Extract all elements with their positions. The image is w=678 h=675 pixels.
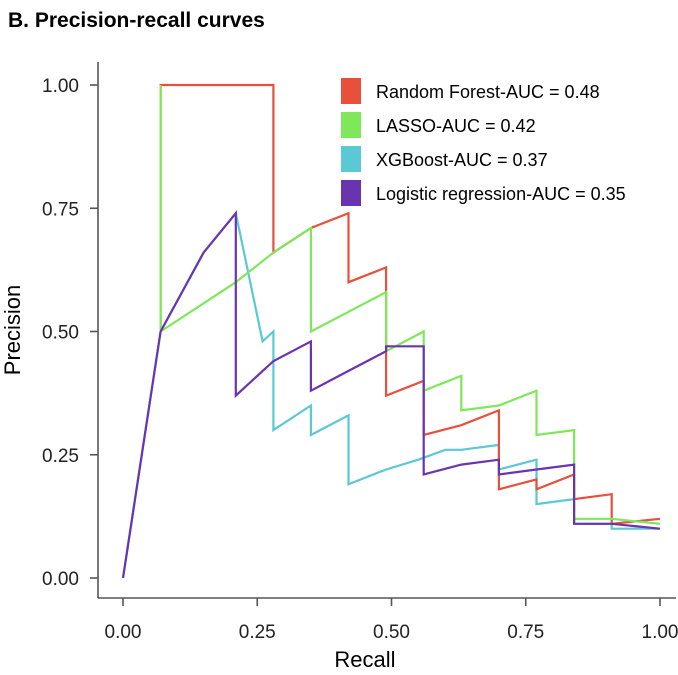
legend-swatch [341, 146, 361, 172]
legend-swatch [341, 112, 361, 138]
y-axis-label: Precision [0, 285, 25, 375]
legend-label: LASSO-AUC = 0.42 [376, 116, 536, 136]
legend-label: XGBoost-AUC = 0.37 [376, 150, 548, 170]
chart-title: B. Precision-recall curves [8, 9, 265, 32]
x-tick-label: 0.50 [373, 622, 410, 643]
x-axis-label: Recall [334, 647, 395, 672]
legend: Random Forest-AUC = 0.48 LASSO-AUC = 0.42… [341, 78, 626, 206]
y-tick-label: 0.50 [42, 323, 79, 344]
series-line-2 [159, 85, 661, 525]
x-tick-label: 0.75 [507, 622, 544, 643]
legend-swatch [341, 78, 361, 104]
axes: 0.00 0.25 0.50 0.75 1.00 0.00 0.25 0.50 0.75 1.00 [42, 62, 678, 643]
legend-label: Logistic regression-AUC = 0.35 [376, 184, 626, 204]
x-tick-label: 0.00 [105, 622, 142, 643]
y-tick-label: 0.25 [42, 446, 79, 467]
x-tick-label: 0.25 [239, 622, 276, 643]
legend-swatch [341, 180, 361, 206]
series-line-3 [121, 210, 661, 579]
series-layer [121, 83, 661, 579]
legend-label: Random Forest-AUC = 0.48 [376, 82, 600, 102]
y-tick-label: 1.00 [42, 76, 79, 97]
y-tick-label: 0.00 [42, 569, 79, 590]
x-tick-label: 1.00 [642, 622, 678, 643]
y-tick-label: 0.75 [42, 199, 79, 220]
